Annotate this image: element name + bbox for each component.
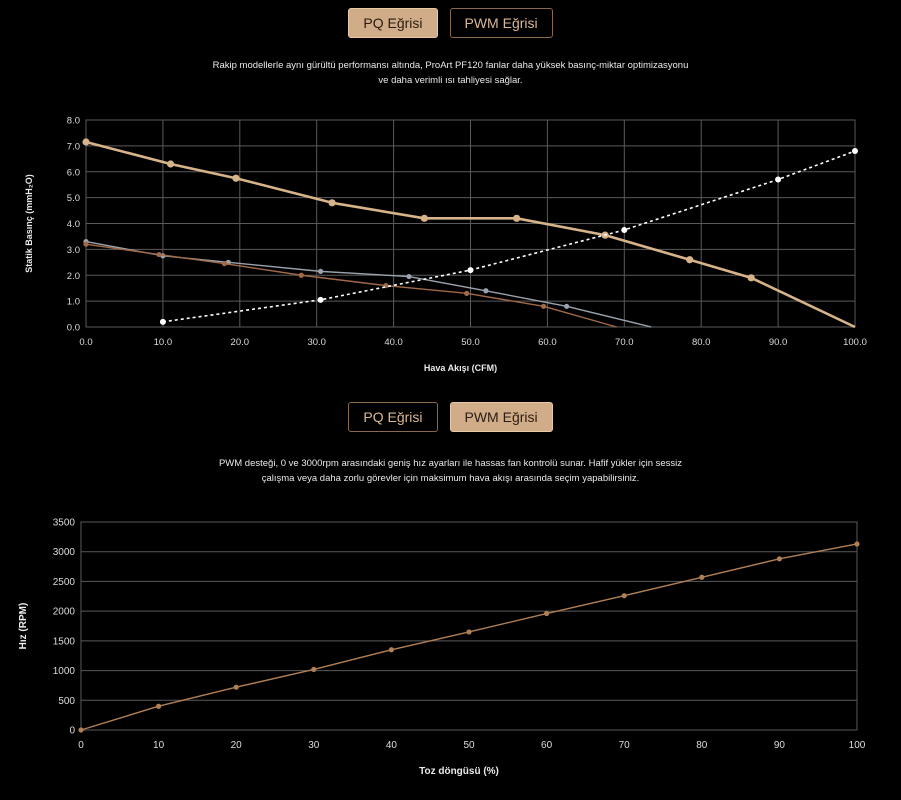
data-point (317, 268, 324, 274)
x-tick-label: 10 (153, 740, 165, 751)
data-point (513, 214, 521, 222)
x-tick-label: 0 (78, 740, 84, 751)
y-tick-label: 0.0 (67, 323, 80, 334)
y-tick-label: 2.0 (67, 271, 80, 282)
data-point (156, 251, 162, 258)
y-tick-label: 500 (58, 696, 75, 707)
data-point (775, 176, 782, 183)
x-tick-label: 10.0 (154, 337, 173, 348)
tab-pq-curve[interactable]: PQ Eğrisi (348, 8, 438, 38)
data-point (852, 148, 858, 155)
data-point (776, 556, 783, 562)
tab-pwm-curve-2[interactable]: PWM Eğrisi (449, 402, 553, 432)
y-tick-label: 2500 (53, 577, 76, 588)
x-tick-label: 60.0 (538, 337, 557, 348)
y-tick-label: 1000 (53, 666, 76, 677)
data-point (233, 684, 239, 690)
data-point (311, 666, 317, 672)
data-point (544, 610, 550, 617)
x-tick-label: 100 (849, 740, 866, 751)
tab-pq-curve-2[interactable]: PQ Eğrisi (348, 402, 438, 432)
pwm-chart: 0 500 1000 1500 2000 2500 3000 3500 0 10 20 30 40 50 6… (18, 518, 866, 778)
x-tick-label: 40.0 (384, 337, 403, 348)
data-point (83, 241, 89, 247)
series-line-sistem-direnci (162, 150, 856, 323)
data-point (166, 160, 175, 168)
y-tick-label: 2000 (53, 607, 76, 618)
data-point (747, 274, 755, 282)
y-tick-label: 1500 (53, 636, 76, 647)
x-tick-label: 80.0 (692, 337, 711, 348)
data-point (420, 214, 428, 222)
y-tick-label: 3500 (53, 518, 76, 529)
x-tick-label: 40 (386, 740, 398, 751)
x-tick-label: 30 (308, 740, 320, 751)
data-point (232, 174, 240, 182)
data-point (221, 261, 228, 267)
x-tick-label: 90.0 (769, 337, 788, 348)
data-point (467, 267, 474, 274)
data-point (564, 303, 570, 309)
x-tick-label: 70.0 (615, 337, 634, 348)
x-tick-label: 60 (541, 740, 553, 751)
x-tick-label: 100.0 (843, 337, 867, 348)
data-point (406, 273, 412, 280)
pq-description-line1: Rakip modellerle aynı gürültü performans… (212, 60, 689, 71)
plot-frame (80, 521, 858, 731)
y-tick-label: 0 (69, 726, 75, 737)
data-point (621, 593, 627, 599)
y-tick-label: 6.0 (67, 167, 80, 178)
pwm-description-line2: çalışma veya daha zorlu görevler için ma… (261, 473, 640, 484)
series-line-rakip-b (85, 243, 617, 328)
y-tick-label: 5.0 (67, 193, 80, 204)
data-point (540, 303, 547, 309)
x-tick-label: 20 (231, 740, 243, 751)
pwm-tab-group: PQ Eğrisi PWM Eğrisi (0, 402, 901, 432)
x-tick-label: 50.0 (461, 337, 480, 348)
x-axis-label: Toz döngüsü (%) (419, 766, 499, 777)
x-tick-label: 50 (463, 740, 475, 751)
pq-description-line2: ve daha verimli ısı tahliyesi sağlar. (378, 75, 523, 86)
x-tick-label: 0.0 (79, 337, 92, 348)
data-point (686, 256, 694, 264)
data-point (317, 296, 324, 303)
pq-chart: 0.0 1.0 2.0 3.0 4.0 5.0 6.0 7.0 8.0 0.0 10.0 20.0 30… (24, 116, 867, 374)
y-tick-label: 1.0 (67, 297, 80, 308)
pwm-description-line1: PWM desteği, 0 ve 3000rpm arasındaki gen… (218, 458, 683, 469)
data-point (298, 272, 304, 278)
data-point (466, 629, 472, 635)
y-tick-label: 7.0 (67, 141, 80, 152)
data-point (464, 290, 470, 296)
pwm-description: PWM desteği, 0 ve 3000rpm arasındaki gen… (150, 456, 751, 486)
x-tick-label: 70 (619, 740, 631, 751)
y-tick-label: 4.0 (67, 219, 80, 230)
series-line-rakip-a (85, 240, 652, 328)
x-tick-label: 30.0 (307, 337, 326, 348)
data-point (78, 727, 84, 733)
x-tick-label: 20.0 (231, 337, 250, 348)
y-tick-label: 8.0 (67, 116, 80, 127)
y-tick-label: 3000 (53, 547, 76, 558)
series-line-proart-pf120 (85, 140, 856, 329)
tab-pwm-curve[interactable]: PWM Eğrisi (449, 8, 553, 38)
pq-description: Rakip modellerle aynı gürültü performans… (150, 58, 751, 88)
data-point (483, 288, 489, 294)
pq-tab-group: PQ Eğrisi PWM Eğrisi (0, 8, 901, 38)
x-tick-label: 90 (774, 740, 786, 751)
data-point (159, 318, 166, 325)
y-axis-label: Statik Basınç (mmH₂O) (24, 174, 34, 273)
data-point (328, 199, 336, 207)
y-axis-label: Hız (RPM) (18, 603, 29, 650)
data-point (699, 574, 705, 580)
data-point (621, 226, 628, 233)
data-point (82, 138, 90, 146)
data-point (156, 703, 162, 709)
x-axis-label: Hava Akışı (CFM) (424, 363, 497, 373)
data-point (854, 541, 860, 547)
series-line-fan-hızı (80, 543, 858, 731)
x-tick-label: 80 (696, 740, 708, 751)
y-tick-label: 3.0 (67, 245, 80, 256)
data-point (388, 647, 394, 653)
